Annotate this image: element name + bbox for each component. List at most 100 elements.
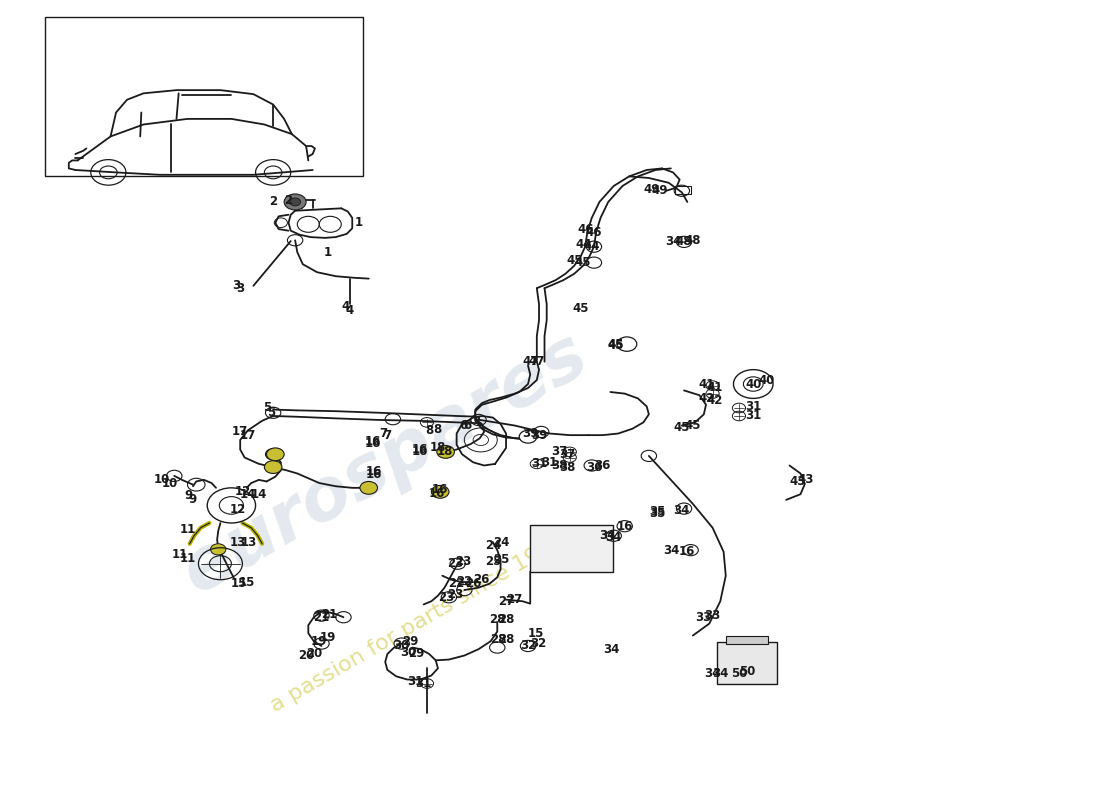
Text: 22: 22 [456, 574, 473, 588]
Text: 5: 5 [263, 402, 271, 414]
Text: 36: 36 [586, 462, 602, 474]
Bar [726, 635, 768, 643]
Text: 2: 2 [270, 195, 277, 209]
Text: 21: 21 [314, 610, 330, 624]
Text: 11: 11 [172, 549, 187, 562]
Text: 8: 8 [433, 423, 442, 436]
Text: 48: 48 [684, 234, 701, 246]
Text: eurospares: eurospares [170, 320, 601, 608]
Text: 34: 34 [704, 666, 720, 680]
Text: a passion for parts since 1985: a passion for parts since 1985 [267, 530, 569, 717]
Text: 16: 16 [429, 487, 446, 500]
Bar [45, 17, 363, 176]
Text: 45: 45 [607, 338, 624, 350]
Circle shape [437, 446, 454, 458]
Circle shape [284, 194, 306, 210]
Text: 39: 39 [522, 427, 539, 440]
Text: 33: 33 [704, 609, 720, 622]
Text: 16: 16 [412, 443, 429, 456]
Text: 19: 19 [319, 631, 336, 645]
Text: 34: 34 [605, 531, 621, 544]
Text: 17: 17 [232, 426, 248, 438]
Text: 16: 16 [366, 468, 383, 481]
Text: 23: 23 [439, 590, 455, 604]
Text: 45: 45 [607, 339, 624, 352]
Text: 34: 34 [713, 666, 729, 680]
Text: 23: 23 [455, 555, 472, 568]
Text: 11: 11 [179, 552, 196, 565]
Text: 16: 16 [365, 438, 382, 450]
Text: 38: 38 [551, 459, 568, 472]
Text: 21: 21 [321, 607, 338, 621]
Text: 32: 32 [520, 639, 536, 653]
Text: 7: 7 [379, 427, 387, 440]
Text: 13: 13 [240, 536, 256, 549]
Text: 33: 33 [695, 610, 712, 624]
Text: 15: 15 [231, 577, 248, 590]
Text: 27: 27 [506, 593, 522, 606]
Text: 13: 13 [230, 536, 246, 549]
Text: 42: 42 [698, 392, 715, 405]
Text: 18: 18 [429, 442, 446, 454]
Text: 14: 14 [240, 488, 256, 501]
Text: 4: 4 [342, 300, 350, 313]
Circle shape [266, 448, 284, 461]
Text: 1: 1 [324, 246, 332, 258]
Text: 31: 31 [746, 400, 762, 413]
Text: 10: 10 [154, 474, 169, 486]
Text: 26: 26 [465, 577, 482, 590]
Text: 29: 29 [408, 647, 425, 661]
Text: 28: 28 [498, 633, 514, 646]
Circle shape [519, 430, 537, 443]
Text: 38: 38 [560, 462, 575, 474]
Text: 27: 27 [498, 594, 514, 608]
Text: 40: 40 [759, 374, 775, 386]
Text: 7: 7 [383, 430, 392, 442]
Text: 16: 16 [366, 466, 383, 478]
Text: 43: 43 [798, 474, 814, 486]
Text: 48: 48 [675, 235, 692, 248]
Text: 31: 31 [531, 458, 547, 470]
Text: 28: 28 [490, 633, 506, 646]
Text: 41: 41 [698, 378, 715, 390]
Text: 8: 8 [425, 424, 433, 437]
Text: 10: 10 [162, 478, 178, 490]
Text: 12: 12 [235, 486, 251, 498]
Text: 36: 36 [594, 459, 610, 472]
Text: 42: 42 [706, 394, 723, 406]
Text: 26: 26 [473, 573, 490, 586]
Text: 14: 14 [251, 488, 267, 501]
Text: 25: 25 [493, 554, 509, 566]
Text: 11: 11 [180, 523, 196, 536]
Text: 35: 35 [649, 507, 666, 520]
Text: 16: 16 [679, 546, 695, 558]
Text: 25: 25 [485, 555, 502, 568]
Bar [717, 642, 778, 683]
Text: 28: 28 [490, 613, 506, 626]
Text: 18: 18 [437, 446, 453, 458]
Text: 34: 34 [663, 544, 680, 557]
Text: 23: 23 [448, 558, 463, 570]
Text: 37: 37 [551, 446, 568, 458]
Text: 16: 16 [432, 483, 449, 496]
Text: 31: 31 [541, 456, 558, 469]
Text: 9: 9 [189, 493, 197, 506]
Text: 44: 44 [583, 240, 600, 253]
Text: 37: 37 [560, 448, 575, 461]
Text: 45: 45 [684, 419, 701, 432]
Text: 46: 46 [585, 226, 602, 238]
Text: 16: 16 [365, 435, 382, 448]
Text: 12: 12 [230, 503, 246, 516]
Text: 31: 31 [407, 674, 424, 688]
Text: 2: 2 [285, 194, 293, 207]
Bar [530, 526, 613, 572]
Text: 9: 9 [185, 490, 192, 502]
Text: 22: 22 [449, 577, 464, 590]
Text: 47: 47 [522, 355, 539, 368]
Text: 6: 6 [463, 419, 472, 432]
Text: 1: 1 [354, 216, 363, 230]
Text: 17: 17 [240, 429, 256, 442]
Text: 44: 44 [575, 238, 592, 250]
Text: 31: 31 [746, 410, 762, 422]
Text: 20: 20 [298, 649, 315, 662]
